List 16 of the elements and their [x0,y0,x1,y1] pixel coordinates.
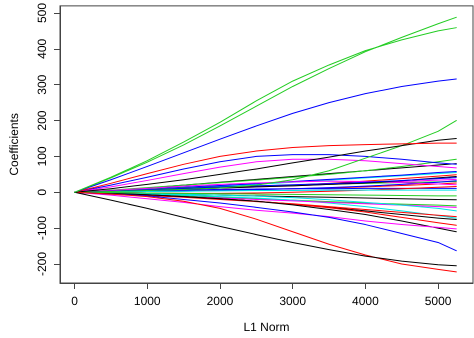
x-tick-label: 4000 [352,294,380,308]
y-tick-label: -100 [35,216,49,240]
y-tick-label: 200 [35,110,49,131]
y-tick-label: 400 [35,38,49,59]
y-tick-label: 500 [35,2,49,23]
x-tick-label: 2000 [206,294,234,308]
x-tick-label: 3000 [279,294,306,308]
y-tick-label: 0 [35,188,49,196]
x-tick-label: 1000 [134,294,161,308]
x-tick-label: 5000 [424,294,452,308]
x-axis-title: L1 Norm [243,320,290,334]
y-tick-label: -200 [35,252,49,276]
x-tick-label: 0 [71,294,78,308]
y-tick-label: 300 [35,74,49,95]
y-axis-title: Coefficients [7,113,21,176]
y-tick-label: 100 [35,146,49,166]
